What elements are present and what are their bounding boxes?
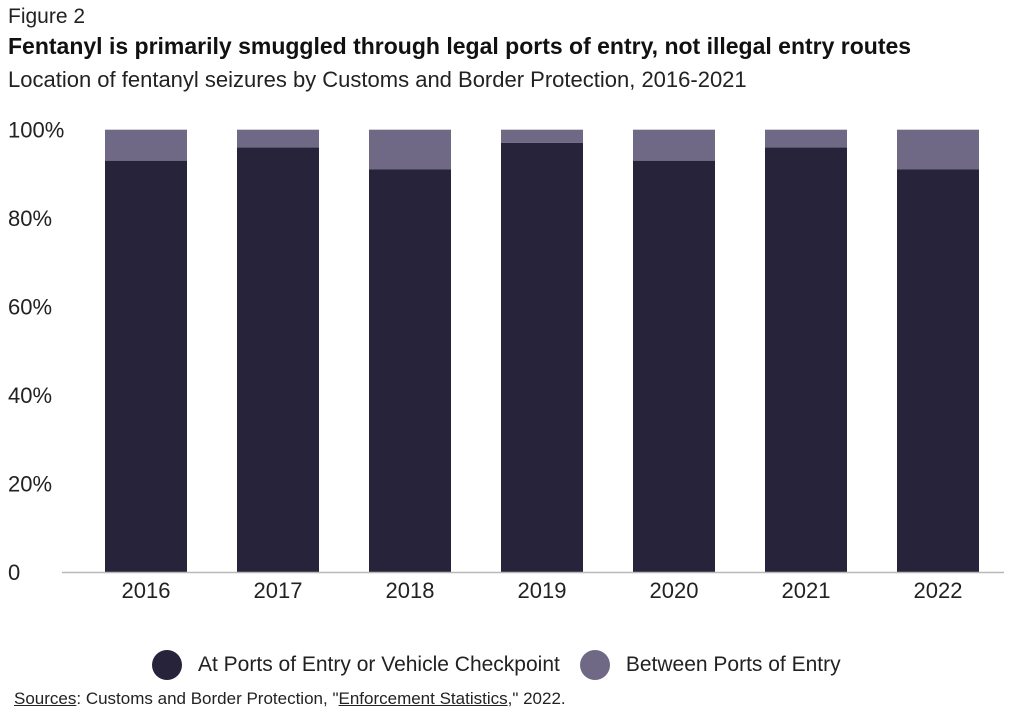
bar-segment-between-2017	[237, 129, 319, 148]
legend-item-ports: At Ports of Entry or Vehicle Checkpoint	[152, 650, 560, 680]
bar-segment-between-2020	[633, 129, 715, 161]
x-tick-label: 2018	[386, 578, 435, 603]
x-tick-label: 2019	[518, 578, 567, 603]
bar-segment-between-2022	[897, 129, 979, 170]
x-tick-label: 2017	[254, 578, 303, 603]
sources-note: Sources: Customs and Border Protection, …	[14, 689, 566, 709]
legend-label-ports: At Ports of Entry or Vehicle Checkpoint	[198, 653, 560, 676]
legend-item-between: Between Ports of Entry	[579, 650, 841, 680]
legend-swatch-between	[579, 650, 610, 680]
x-tick-label: 2022	[914, 578, 963, 603]
bar-segment-between-2016	[105, 129, 187, 161]
y-tick-label: 60%	[8, 295, 52, 320]
bar-segment-between-2019	[501, 129, 583, 143]
bar-segment-ports-2017	[237, 147, 319, 572]
x-tick-label: 2021	[782, 578, 831, 603]
sources-text-after: ," 2022.	[507, 689, 566, 708]
y-tick-label: 80%	[8, 206, 52, 231]
bars	[105, 129, 979, 572]
chart-subtitle: Location of fentanyl seizures by Customs…	[8, 67, 747, 92]
sources-link[interactable]: Enforcement Statistics	[338, 689, 508, 708]
y-axis-ticks: 0 20% 40% 60% 80% 100%	[8, 118, 64, 585]
stacked-bar-chart: 020%40%60%80%100% 2016 2017 2018 2019 2020 20…	[8, 118, 1004, 603]
y-tick-label: 20%	[8, 472, 52, 497]
bar-segment-ports-2016	[105, 160, 187, 572]
y-tick-label: 40%	[8, 383, 52, 408]
legend: At Ports of Entry or Vehicle Checkpoint …	[152, 650, 861, 680]
sources-label: Sources	[14, 689, 77, 708]
x-axis-ticks: 2016 2017 2018 2019 2020 2021 2022	[122, 578, 963, 603]
bar-segment-between-2018	[369, 129, 451, 170]
bar-segment-between-2021	[765, 129, 847, 148]
legend-label-between: Between Ports of Entry	[625, 653, 841, 676]
sources-text-before: : Customs and Border Protection, "	[76, 689, 339, 708]
legend-swatch-ports	[152, 650, 182, 680]
bar-segment-ports-2019	[501, 142, 583, 572]
bar-segment-ports-2018	[369, 169, 451, 572]
chart-title: Fentanyl is primarily smuggled through l…	[8, 33, 912, 59]
y-tick-label: 0	[8, 560, 20, 585]
bar-segment-ports-2021	[765, 147, 847, 572]
x-tick-label: 2016	[122, 578, 171, 603]
bar-segment-ports-2020	[633, 160, 715, 572]
bar-segment-ports-2022	[897, 169, 979, 572]
x-tick-label: 2020	[650, 578, 699, 603]
figure-label: Figure 2	[8, 5, 86, 28]
y-tick-label: 100%	[8, 118, 64, 143]
